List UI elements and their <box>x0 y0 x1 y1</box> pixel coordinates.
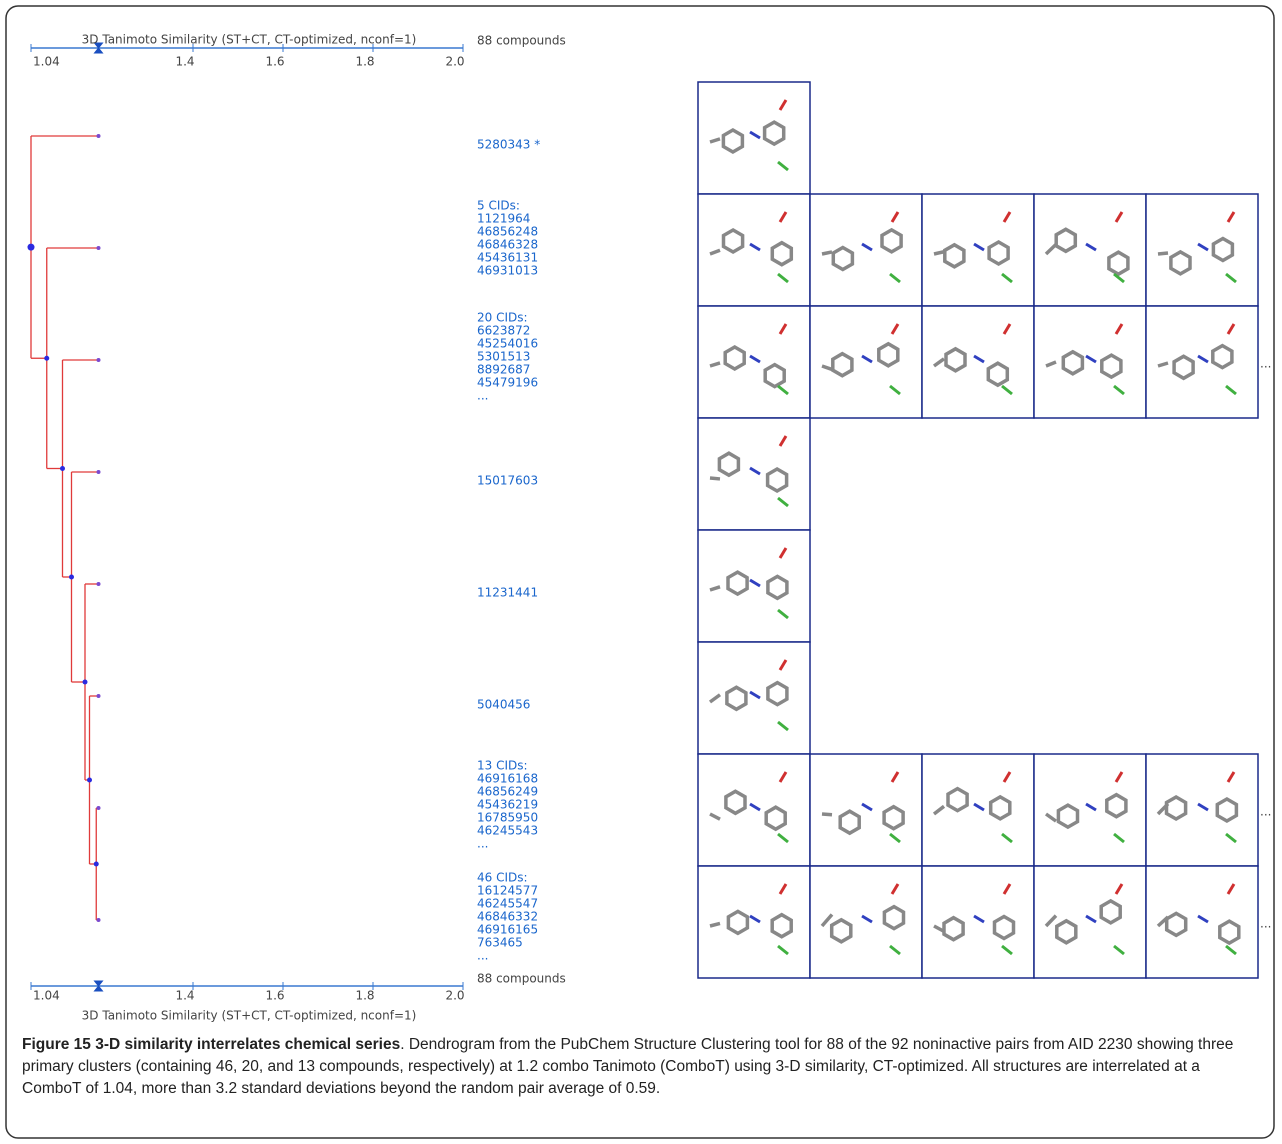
structure-box <box>1034 306 1146 418</box>
page: 1.04 1.4 1.6 1.8 2.0 3D Tanimoto Similarity (… <box>0 0 1282 1144</box>
bond <box>822 814 832 815</box>
leaf-label: 46856249 <box>477 785 538 799</box>
leaf-label: 45254016 <box>477 337 538 351</box>
leaf-label: 45479196 <box>477 376 538 390</box>
axis-title: 3D Tanimoto Similarity (ST+CT, CT-optimi… <box>82 33 417 47</box>
leaf-dot <box>97 246 101 250</box>
tick-label: 1.8 <box>355 55 374 69</box>
structure-box <box>698 866 810 978</box>
tick-label: 1.6 <box>265 989 284 1003</box>
leaf-dot <box>97 470 101 474</box>
leaf-label: 16785950 <box>477 811 538 825</box>
more-indicator: ... <box>1260 805 1271 819</box>
leaf-label: 45436131 <box>477 251 538 265</box>
tick-label: 1.6 <box>265 55 284 69</box>
structure-box <box>698 418 810 530</box>
leaf-label: 46245547 <box>477 897 538 911</box>
leaf-dot <box>97 582 101 586</box>
leaf-label: 20 CIDs: <box>477 311 528 325</box>
node-dot <box>83 680 88 685</box>
leaf-label: 6623872 <box>477 324 530 338</box>
structure-box <box>922 866 1034 978</box>
structure-box <box>810 754 922 866</box>
tick-label: 1.4 <box>175 989 194 1003</box>
more-indicator: ... <box>1260 357 1271 371</box>
leaf-dot <box>97 806 101 810</box>
leaf-label: 46846332 <box>477 910 538 924</box>
bond <box>710 478 720 479</box>
structure-box <box>810 306 922 418</box>
tick-label: 1.4 <box>175 55 194 69</box>
leaf-label: 46 CIDs: <box>477 871 528 885</box>
compound-count: 88 compounds <box>477 34 566 48</box>
leaf-label: ... <box>477 389 488 403</box>
more-indicator: ... <box>1260 917 1271 931</box>
leaf-label: 8892687 <box>477 363 530 377</box>
axis-title: 3D Tanimoto Similarity (ST+CT, CT-optimi… <box>82 1009 417 1023</box>
leaf-label: 46846328 <box>477 238 538 252</box>
leaf-label: 46931013 <box>477 264 538 278</box>
structure-box <box>698 306 810 418</box>
node-dot <box>28 244 35 251</box>
structure-box <box>922 194 1034 306</box>
leaf-label: 1121964 <box>477 212 530 226</box>
node-dot <box>69 575 74 580</box>
node-dot <box>60 466 65 471</box>
structure-box <box>698 754 810 866</box>
node-dot <box>94 862 99 867</box>
leaf-label: 46856248 <box>477 225 538 239</box>
leaf-label: 15017603 <box>477 474 538 488</box>
structure-box <box>698 194 810 306</box>
leaf-label: 46245543 <box>477 824 538 838</box>
leaf-label: 763465 <box>477 936 523 950</box>
compound-count: 88 compounds <box>477 972 566 986</box>
figure: 1.04 1.4 1.6 1.8 2.0 3D Tanimoto Similarity (… <box>0 0 1282 1144</box>
leaf-label: 5040456 <box>477 698 530 712</box>
node-dot <box>87 778 92 783</box>
leaf-label: ... <box>477 837 488 851</box>
structure-box <box>698 82 810 194</box>
leaf-label: 45436219 <box>477 798 538 812</box>
bond <box>1158 253 1168 254</box>
structure-box <box>698 530 810 642</box>
bond <box>934 252 944 254</box>
leaf-label: 5 CIDs: <box>477 199 520 213</box>
leaf-label: 5280343 * <box>477 138 540 152</box>
leaf-label: 11231441 <box>477 586 538 600</box>
caption-title: Figure 15 3-D similarity interrelates ch… <box>22 1036 400 1053</box>
leaf-label: ... <box>477 949 488 963</box>
structure-box <box>810 194 922 306</box>
caption: Figure 15 3-D similarity interrelates ch… <box>22 1034 1260 1100</box>
structure-box <box>1034 754 1146 866</box>
tick-label: 2.0 <box>445 55 464 69</box>
leaf-label: 5301513 <box>477 350 530 364</box>
bond <box>822 252 832 254</box>
tick-label: 1.04 <box>33 55 60 69</box>
leaf-dot <box>97 694 101 698</box>
node-dot <box>44 356 49 361</box>
structure-box <box>1146 194 1258 306</box>
leaf-label: 13 CIDs: <box>477 759 528 773</box>
leaf-dot <box>97 358 101 362</box>
leaf-label: 46916168 <box>477 772 538 786</box>
tick-label: 1.04 <box>33 989 60 1003</box>
leaf-label: 46916165 <box>477 923 538 937</box>
leaf-label: 16124577 <box>477 884 538 898</box>
structure-box <box>1146 306 1258 418</box>
tick-label: 1.8 <box>355 989 374 1003</box>
tick-label: 2.0 <box>445 989 464 1003</box>
leaf-dot <box>97 134 101 138</box>
leaf-dot <box>97 918 101 922</box>
